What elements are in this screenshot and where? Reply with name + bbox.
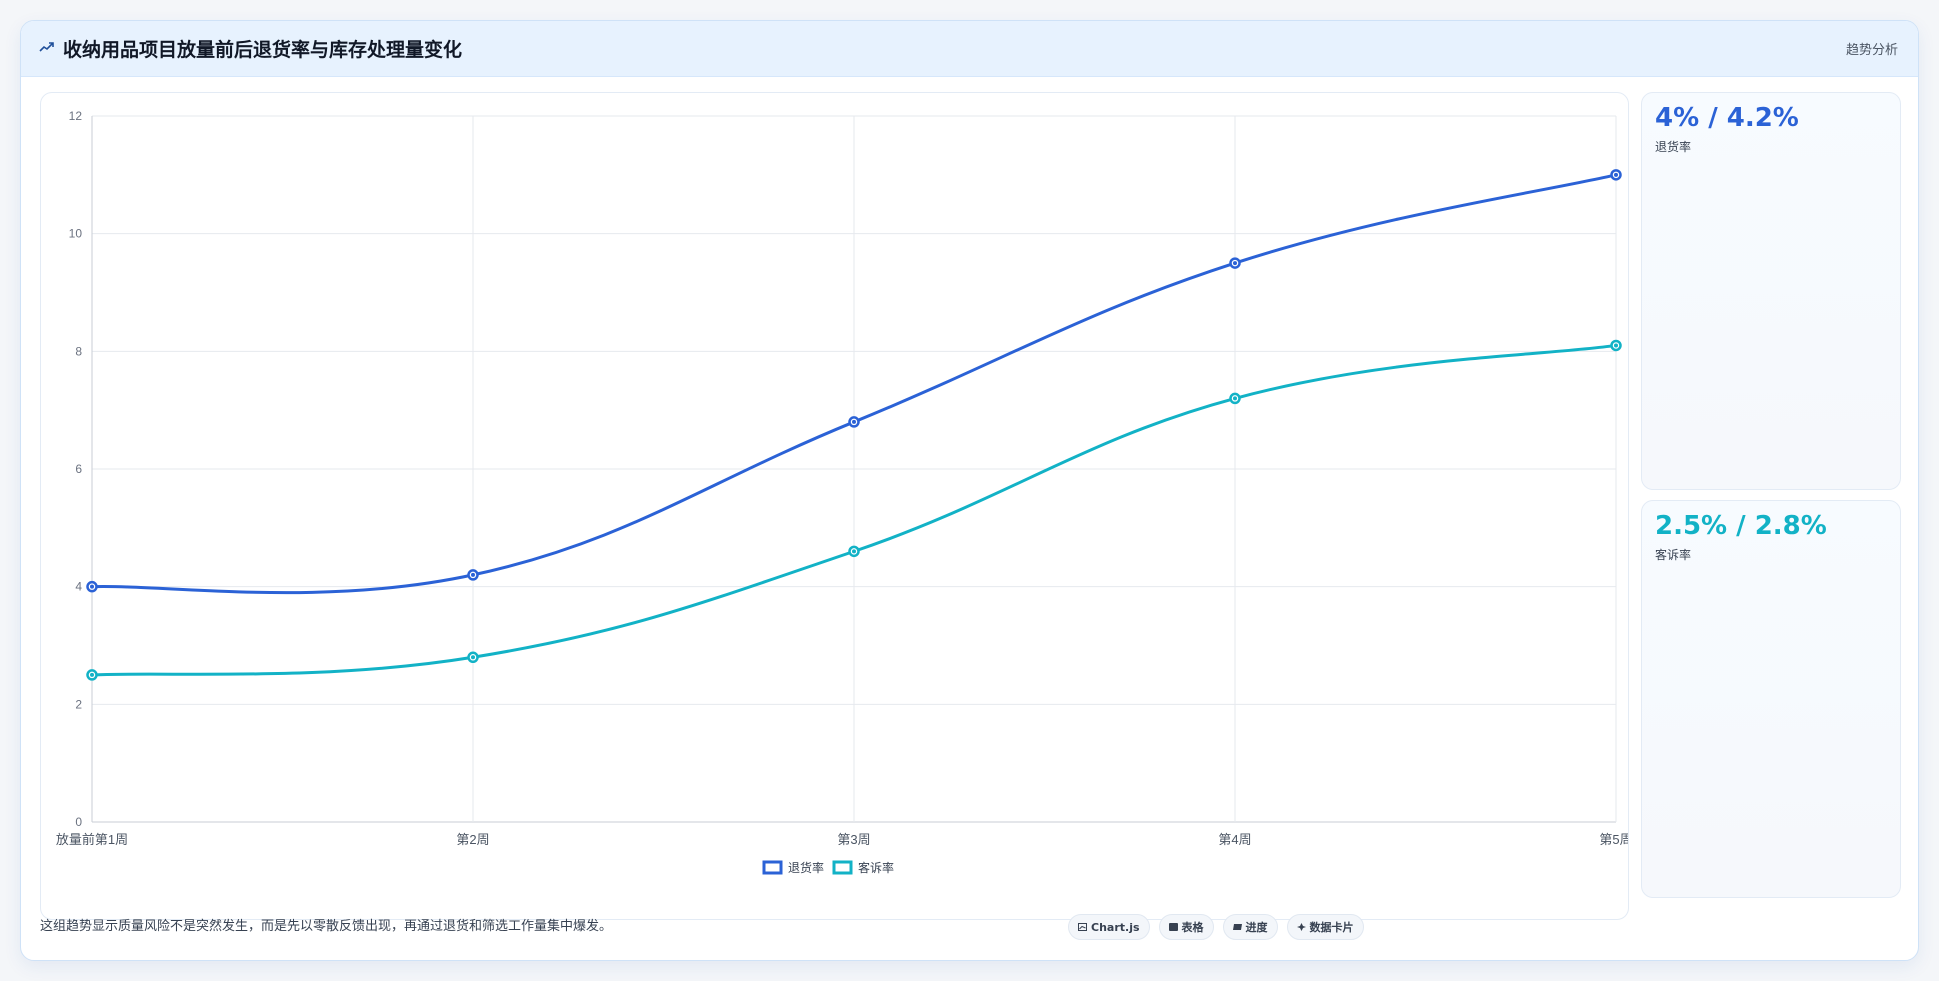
y-tick-label: 0 [75, 815, 82, 829]
chip-chartjs[interactable]: Chart.js [1068, 914, 1150, 940]
kpi-label: 客诉率 [1655, 548, 1692, 562]
data-point-core [90, 584, 94, 589]
trend-line-icon [39, 42, 54, 52]
data-point-core [1614, 343, 1618, 348]
kpi-label: 退货率 [1655, 140, 1692, 154]
line-chart: 0 2 4 6 8 10 12 放量前第1周 第2周 第3周 第4周 第5周退货率 客诉率 [56, 109, 1628, 875]
feature-chips: Chart.js 表格 进度 数据卡片 [1068, 914, 1364, 940]
chip-label: Chart.js [1091, 920, 1140, 934]
data-point-core [1233, 396, 1237, 401]
legend-swatch [832, 860, 853, 875]
legend-label: 退货率 [788, 860, 824, 875]
y-tick-label: 12 [69, 109, 83, 123]
data-point-core [852, 419, 856, 424]
x-tick-label: 第4周 [1218, 832, 1251, 847]
kpi-card-complaint-rate: 2.5% / 2.8% 客诉率 [1641, 500, 1901, 898]
card-header: 收纳用品项目放量前后退货率与库存处理量变化 趋势分析 [21, 21, 1918, 77]
chip-table[interactable]: 表格 [1158, 914, 1214, 940]
card-icon [1296, 923, 1306, 931]
data-point-core [852, 549, 856, 554]
chart-panel: 0 2 4 6 8 10 12 放量前第1周 第2周 第3周 第4周 第5周退货率 客诉率 [40, 92, 1629, 920]
legend-label: 客诉率 [858, 860, 894, 875]
chip-label: 表格 [1181, 921, 1204, 934]
data-point-core [90, 672, 94, 677]
chip-progress[interactable]: 进度 [1222, 914, 1278, 940]
y-tick-label: 8 [75, 344, 82, 358]
y-tick-label: 10 [69, 227, 83, 241]
chip-label: 进度 [1245, 921, 1268, 934]
header-tag: 趋势分析 [1845, 43, 1898, 58]
x-tick-label: 放量前第1周 [56, 832, 128, 847]
chart-card: 收纳用品项目放量前后退货率与库存处理量变化 趋势分析 0 2 4 6 8 10 12 放量前第… [20, 20, 1919, 961]
chip-label: 数据卡片 [1309, 921, 1354, 934]
footer-note: 这组趋势显示质量风险不是突然发生，而是先以零散反馈出现，再通过退货和筛选工作量集… [40, 919, 613, 934]
data-point-core [471, 655, 475, 660]
data-point-core [1233, 261, 1237, 266]
y-tick-label: 4 [75, 580, 82, 594]
x-tick-label: 第5周 [1599, 832, 1628, 847]
legend-swatch [762, 860, 783, 875]
kpi-card-return-rate: 4% / 4.2% 退货率 [1641, 92, 1901, 490]
y-tick-label: 2 [75, 697, 82, 711]
data-point-core [471, 572, 475, 577]
page-title: 收纳用品项目放量前后退货率与库存处理量变化 [63, 39, 463, 61]
data-point-core [1614, 172, 1618, 177]
chart-icon [1078, 923, 1087, 931]
chip-data-card[interactable]: 数据卡片 [1286, 914, 1364, 940]
kpi-value: 2.5% / 2.8% [1655, 511, 1827, 541]
table-icon [1168, 923, 1178, 931]
x-tick-label: 第3周 [837, 832, 870, 847]
progress-icon [1232, 924, 1242, 930]
y-tick-label: 6 [75, 462, 82, 476]
kpi-value: 4% / 4.2% [1655, 103, 1799, 133]
x-tick-label: 第2周 [456, 832, 489, 847]
